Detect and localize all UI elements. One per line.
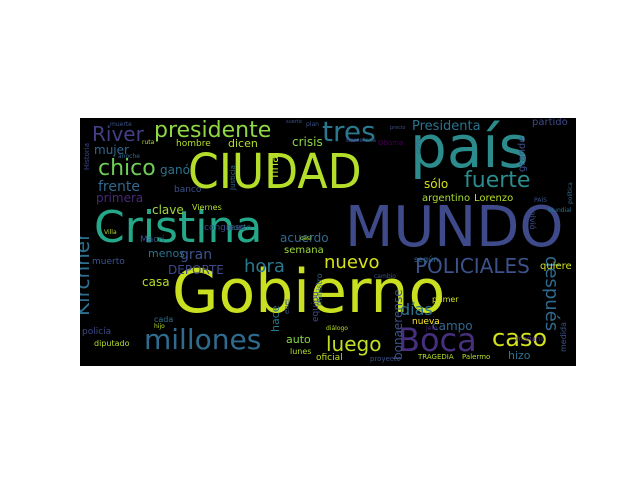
word-corte: corte bbox=[415, 138, 422, 154]
word-auto: auto bbox=[286, 333, 311, 346]
word-frente: frente bbox=[98, 179, 140, 195]
word-hora: hora bbox=[244, 256, 285, 277]
word-ruta: ruta bbox=[142, 139, 155, 146]
word-bonaerense: bonaerense bbox=[391, 289, 405, 360]
word-argentino: argentino bbox=[422, 193, 471, 204]
word-banco: banco bbox=[174, 185, 202, 195]
word-crisis: crisis bbox=[292, 135, 323, 149]
word-gran: gran bbox=[180, 247, 213, 263]
word-cada: cada bbox=[154, 315, 174, 324]
word-volvio: volvió bbox=[528, 206, 537, 230]
word-manana: mañana bbox=[516, 335, 545, 343]
word-macri: Macri bbox=[140, 235, 165, 245]
word-justicia: Justicia bbox=[229, 165, 237, 190]
word-mundial: Mundial bbox=[548, 207, 572, 214]
word-primera: primera bbox=[96, 191, 144, 205]
word-presidenta: Presidenta bbox=[412, 119, 481, 134]
word-muerte: muerte bbox=[110, 121, 132, 128]
word-fuerte: fuerte bbox=[464, 168, 531, 193]
word-precio: precio bbox=[390, 125, 406, 131]
word-oficial: oficial bbox=[316, 353, 343, 363]
word-diputado: diputado bbox=[94, 339, 130, 348]
word-segun: según bbox=[414, 255, 439, 264]
word-grande: grande bbox=[517, 136, 528, 172]
word-millones: millones bbox=[144, 323, 262, 356]
word-enel: enel bbox=[283, 299, 291, 314]
word-deporte: DEPORTE bbox=[168, 263, 224, 277]
word-cloud: Gobierno CIUDAD país MUNDO Cristina pres… bbox=[80, 118, 576, 366]
word-solo: sólo bbox=[424, 177, 449, 191]
word-historia: Historia bbox=[83, 143, 91, 170]
word-congreso: congreso bbox=[204, 223, 246, 233]
word-viernes: Viernes bbox=[192, 203, 222, 212]
word-acuerdo: acuerdo bbox=[280, 231, 329, 245]
word-mundo: MUNDO bbox=[345, 195, 564, 260]
word-clave: clave bbox=[152, 203, 184, 217]
word-boca: Boca bbox=[398, 321, 477, 359]
word-kirchner: Kirchner bbox=[80, 232, 94, 316]
word-hijo: hijo bbox=[154, 323, 165, 330]
word-gobierno: Gobierno bbox=[172, 257, 446, 327]
word-policiales: POLICIALES bbox=[415, 254, 530, 278]
word-luego: luego bbox=[326, 332, 382, 356]
word-muerto: muerto bbox=[92, 257, 125, 267]
word-lunes: lunes bbox=[290, 347, 312, 356]
word-hombre: hombre bbox=[176, 139, 211, 149]
word-gano: ganó bbox=[160, 163, 190, 177]
word-obama: Obama bbox=[378, 139, 404, 147]
word-pais-upper: PAÍS bbox=[534, 197, 547, 204]
word-dialogo: diálogo bbox=[326, 325, 348, 332]
word-cambio: cambio bbox=[374, 273, 396, 280]
word-tragedia: TRAGEDIA bbox=[418, 353, 454, 361]
word-jefe: jefe bbox=[426, 325, 438, 332]
word-mujer: mujer bbox=[94, 143, 129, 157]
word-hace: hace bbox=[269, 305, 282, 332]
word-hizo: hizo bbox=[508, 349, 531, 362]
word-casi: casi bbox=[300, 235, 312, 242]
word-river: River bbox=[92, 122, 144, 146]
word-presidente: presidente bbox=[154, 118, 272, 143]
word-campo: campo bbox=[432, 319, 473, 333]
word-lorenzo: Lorenzo bbox=[474, 193, 514, 204]
word-pais: país bbox=[410, 118, 529, 181]
word-politica: política bbox=[567, 182, 574, 204]
word-caso: caso bbox=[492, 324, 548, 352]
word-punto: punto bbox=[228, 223, 252, 232]
word-policia: policía bbox=[82, 327, 112, 337]
word-nuevo: nuevo bbox=[324, 252, 380, 273]
word-tres: tres bbox=[322, 118, 376, 148]
word-nueva: nueva bbox=[412, 317, 440, 327]
word-cristina: Cristina bbox=[94, 202, 263, 253]
word-quiere: quiere bbox=[540, 261, 572, 272]
word-villa: Villa bbox=[104, 229, 117, 236]
word-proyecto: proyecto bbox=[370, 355, 401, 363]
word-ministro: ministro bbox=[315, 273, 324, 306]
word-semana: semana bbox=[284, 245, 324, 256]
word-dias: días bbox=[400, 300, 433, 319]
word-menos: menos bbox=[148, 247, 185, 260]
word-casa: casa bbox=[142, 275, 170, 289]
word-final: final bbox=[267, 152, 281, 178]
word-dicen: dicen bbox=[228, 137, 258, 150]
word-chico: chico bbox=[98, 156, 156, 181]
word-barcelona: Barcelona bbox=[346, 137, 376, 144]
word-medida: medida bbox=[559, 322, 568, 352]
word-plan: plan bbox=[306, 121, 319, 128]
word-partido: partido bbox=[532, 118, 568, 128]
word-suerte: suerte bbox=[286, 119, 302, 125]
word-palermo: Palermo bbox=[462, 353, 491, 361]
word-primer: primer bbox=[432, 295, 459, 304]
word-ciudad: CIUDAD bbox=[188, 144, 362, 200]
word-anoche: anoche bbox=[118, 153, 140, 160]
